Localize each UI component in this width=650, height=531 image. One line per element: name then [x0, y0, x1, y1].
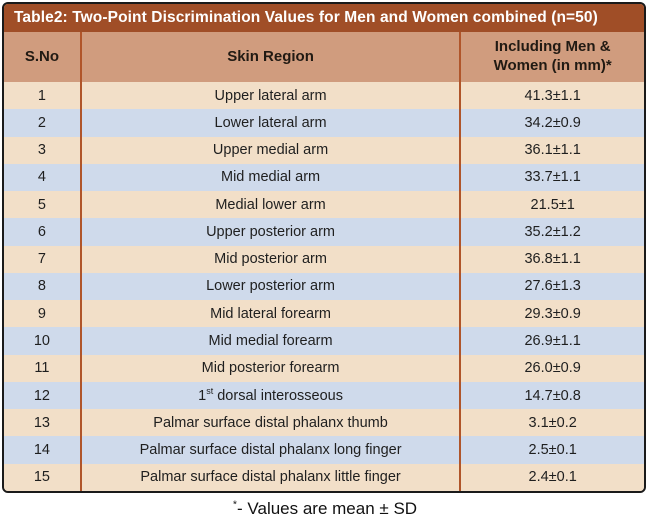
- sno-cell: 8: [4, 272, 81, 301]
- two-point-discrimination-table: S.No Skin Region Including Men & Women (…: [4, 32, 644, 491]
- region-cell: Mid medial forearm: [79, 327, 461, 355]
- ordinal-superscript: st: [206, 385, 214, 396]
- table-row: 4 Mid medial arm 33.7±1.1: [4, 163, 644, 192]
- column-header-sno: S.No: [4, 32, 81, 82]
- sno-cell: 5: [4, 191, 81, 219]
- table-row: 3 Upper medial arm 36.1±1.1: [4, 136, 644, 164]
- value-cell: 14.7±0.8: [459, 381, 644, 410]
- sno-cell: 15: [4, 463, 81, 491]
- sno-cell: 14: [4, 436, 81, 464]
- sno-cell: 12: [4, 381, 81, 410]
- region-text: 1: [198, 387, 207, 404]
- region-cell: Upper posterior arm: [79, 218, 461, 246]
- region-cell: Upper lateral arm: [79, 82, 461, 110]
- table-row: 2 Lower lateral arm 34.2±0.9: [4, 109, 644, 137]
- region-cell: Mid lateral forearm: [79, 300, 461, 328]
- region-cell: 1st dorsal interosseous: [79, 381, 461, 410]
- column-header-value: Including Men & Women (in mm)*: [459, 32, 644, 82]
- table-row: 7 Mid posterior arm 36.8±1.1: [4, 245, 644, 273]
- table-title: Table2: Two-Point Discrimination Values …: [4, 4, 644, 32]
- sno-cell: 9: [4, 300, 81, 328]
- value-cell: 27.6±1.3: [459, 272, 644, 301]
- region-cell: Lower posterior arm: [79, 272, 461, 301]
- value-cell: 3.1±0.2: [459, 409, 644, 437]
- table-row: 13 Palmar surface distal phalanx thumb 3…: [4, 409, 644, 437]
- region-cell: Palmar surface distal phalanx thumb: [79, 409, 461, 437]
- table-row: 8 Lower posterior arm 27.6±1.3: [4, 272, 644, 301]
- table-row: 9 Mid lateral forearm 29.3±0.9: [4, 300, 644, 328]
- region-cell: Mid posterior arm: [79, 245, 461, 273]
- table-row: 1 Upper lateral arm 41.3±1.1: [4, 82, 644, 110]
- value-cell: 34.2±0.9: [459, 109, 644, 137]
- table-footnote: *- Values are mean ± SD: [0, 499, 650, 519]
- value-cell: 26.9±1.1: [459, 327, 644, 355]
- value-cell: 26.0±0.9: [459, 354, 644, 382]
- sno-cell: 1: [4, 82, 81, 110]
- footnote-asterisk: *: [232, 498, 238, 511]
- region-cell: Palmar surface distal phalanx long finge…: [79, 436, 461, 464]
- value-cell: 29.3±0.9: [459, 300, 644, 328]
- region-cell: Upper medial arm: [79, 136, 461, 164]
- table-row: 15 Palmar surface distal phalanx little …: [4, 463, 644, 491]
- value-cell: 35.2±1.2: [459, 218, 644, 246]
- value-cell: 2.5±0.1: [459, 436, 644, 464]
- column-header-skin-region: Skin Region: [79, 32, 461, 82]
- value-cell: 2.4±0.1: [459, 463, 644, 491]
- region-cell: Mid medial arm: [79, 163, 461, 192]
- region-text: dorsal interosseous: [213, 387, 343, 404]
- footnote-text: - Values are mean ± SD: [237, 499, 418, 518]
- table-row: 10 Mid medial forearm 26.9±1.1: [4, 327, 644, 355]
- region-cell: Mid posterior forearm: [79, 354, 461, 382]
- sno-cell: 3: [4, 136, 81, 164]
- sno-cell: 2: [4, 109, 81, 137]
- value-cell: 36.8±1.1: [459, 245, 644, 273]
- table-row: 12 1st dorsal interosseous 14.7±0.8: [4, 381, 644, 410]
- value-cell: 36.1±1.1: [459, 136, 644, 164]
- sno-cell: 6: [4, 218, 81, 246]
- table-row: 6 Upper posterior arm 35.2±1.2: [4, 218, 644, 246]
- value-cell: 41.3±1.1: [459, 82, 644, 110]
- table-row: 11 Mid posterior forearm 26.0±0.9: [4, 354, 644, 382]
- region-cell: Lower lateral arm: [79, 109, 461, 137]
- value-cell: 21.5±1: [459, 191, 644, 219]
- table-row: 14 Palmar surface distal phalanx long fi…: [4, 436, 644, 464]
- region-cell: Medial lower arm: [79, 191, 461, 219]
- value-cell: 33.7±1.1: [459, 163, 644, 192]
- sno-cell: 7: [4, 245, 81, 273]
- sno-cell: 11: [4, 354, 81, 382]
- data-table: Table2: Two-Point Discrimination Values …: [2, 2, 646, 493]
- sno-cell: 10: [4, 327, 81, 355]
- sno-cell: 13: [4, 409, 81, 437]
- region-cell: Palmar surface distal phalanx little fin…: [79, 463, 461, 491]
- header-row: S.No Skin Region Including Men & Women (…: [4, 32, 644, 82]
- table-row: 5 Medial lower arm 21.5±1: [4, 191, 644, 219]
- column-header-value-label: Including Men & Women (in mm)*: [493, 38, 612, 74]
- sno-cell: 4: [4, 163, 81, 192]
